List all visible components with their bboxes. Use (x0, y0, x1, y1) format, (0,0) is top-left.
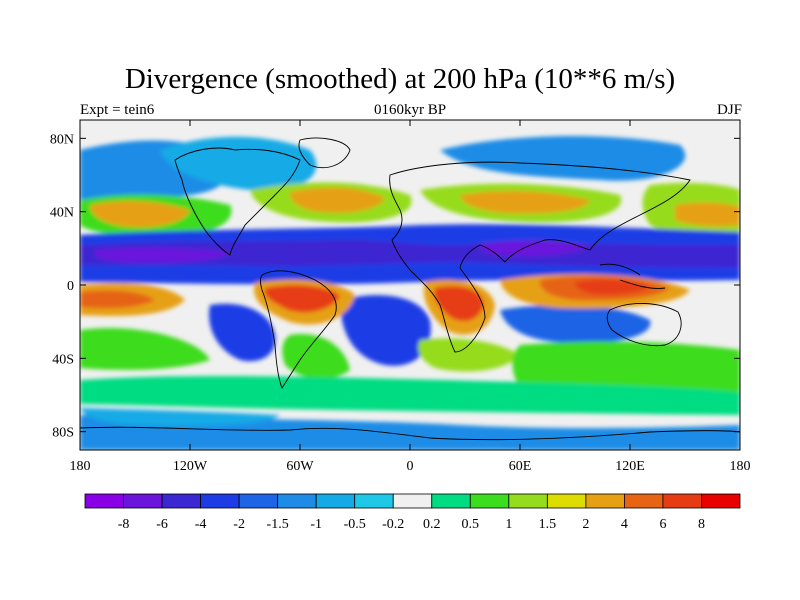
colorbar-swatch (431, 493, 471, 509)
field-region (434, 286, 484, 322)
colorbar-label: -8 (118, 517, 130, 532)
field-region (80, 376, 740, 415)
field-region (80, 415, 740, 450)
x-tick-label: 60W (286, 459, 314, 474)
colorbar-label: 1.5 (539, 517, 557, 532)
colorbar-label: -6 (156, 517, 168, 532)
chart-title: Divergence (smoothed) at 200 hPa (10**6 … (124, 63, 676, 95)
colorbar-label: -0.2 (382, 517, 404, 532)
colorbar-swatch (508, 493, 548, 509)
colorbar-swatch (123, 493, 163, 509)
coastline-australia (606, 302, 682, 347)
colorbar-swatch (546, 493, 587, 509)
colorbar-label: 0.5 (462, 517, 480, 532)
colorbar-swatch (624, 493, 664, 509)
x-tick-label: 60E (509, 459, 532, 474)
coastline-maritime-continent (599, 263, 666, 289)
colorbar-label: -0.5 (344, 517, 366, 532)
field-region (90, 200, 190, 228)
colorbar-swatch (585, 493, 625, 509)
y-tick-label: 40S (52, 352, 74, 367)
coastline-antarctica (80, 426, 740, 441)
colorbar-label: 1 (505, 517, 512, 532)
colorbar-swatch (84, 493, 124, 509)
colorbar-label: -1.5 (267, 517, 289, 532)
colorbar-swatch (277, 493, 317, 509)
y-tick-label: 80N (50, 132, 74, 147)
field-region (440, 135, 686, 181)
field-region (80, 408, 280, 427)
coastlines (80, 137, 740, 441)
colorbar-label: -2 (233, 517, 245, 532)
field-region (209, 303, 276, 362)
colorbar-swatch (315, 493, 356, 509)
field-region (264, 285, 340, 313)
colorbar-swatch (238, 493, 279, 509)
colorbar-swatch (701, 493, 741, 509)
colorbar-swatch (469, 493, 510, 509)
colorbar-label: -1 (310, 517, 322, 532)
colorbar-label: 0.2 (423, 517, 441, 532)
field-region (94, 247, 230, 263)
colorbar-swatch (662, 493, 702, 509)
experiment-label: Expt = tein6 (80, 102, 155, 118)
colorbar-label: 4 (621, 517, 628, 532)
colorbar-label: 6 (659, 517, 666, 532)
field-region (340, 295, 431, 366)
colorbar-label: 8 (698, 517, 705, 532)
colorbar: -8 -6 -4 -2 -1.5 -1 -0.5 -0.2 0.2 0.5 1 1.5 2 4 6 8 (84, 493, 741, 532)
field-region (460, 190, 590, 214)
colorbar-label: 2 (582, 517, 589, 532)
coastline-north-america (174, 147, 301, 256)
field-region (479, 240, 590, 257)
y-tick-label: 80S (52, 426, 74, 441)
field-region (80, 290, 155, 309)
y-tick-label: 0 (67, 279, 74, 294)
field-region (500, 304, 651, 344)
period-label: 0160kyr BP (373, 102, 447, 118)
field-region (80, 328, 210, 370)
x-tick-label: 180 (70, 459, 91, 474)
field-region (290, 187, 385, 213)
field-region (675, 202, 740, 227)
colorbar-swatch (200, 493, 240, 509)
field-region (282, 334, 350, 380)
x-tick-label: 180 (730, 459, 751, 474)
x-tick-label: 0 (407, 459, 414, 474)
field-region (418, 338, 520, 372)
y-axis: 80N 40N 0 40S 80S (50, 132, 740, 441)
coastline-eurasia-africa (389, 161, 691, 353)
colorbar-label: -4 (195, 517, 207, 532)
coastline-south-america (260, 270, 337, 389)
field-region (512, 341, 740, 397)
colorbar-swatch (354, 493, 394, 509)
x-tick-label: 120W (173, 459, 208, 474)
y-tick-label: 40N (50, 206, 74, 221)
x-axis: 180 120W 60W 0 60E 120E 180 (70, 120, 751, 474)
heatmap-field (80, 120, 740, 450)
colorbar-swatch (161, 493, 201, 509)
x-tick-label: 120E (615, 459, 645, 474)
coastline-greenland (298, 137, 351, 169)
colorbar-swatch (392, 493, 433, 509)
season-label: DJF (716, 102, 742, 118)
